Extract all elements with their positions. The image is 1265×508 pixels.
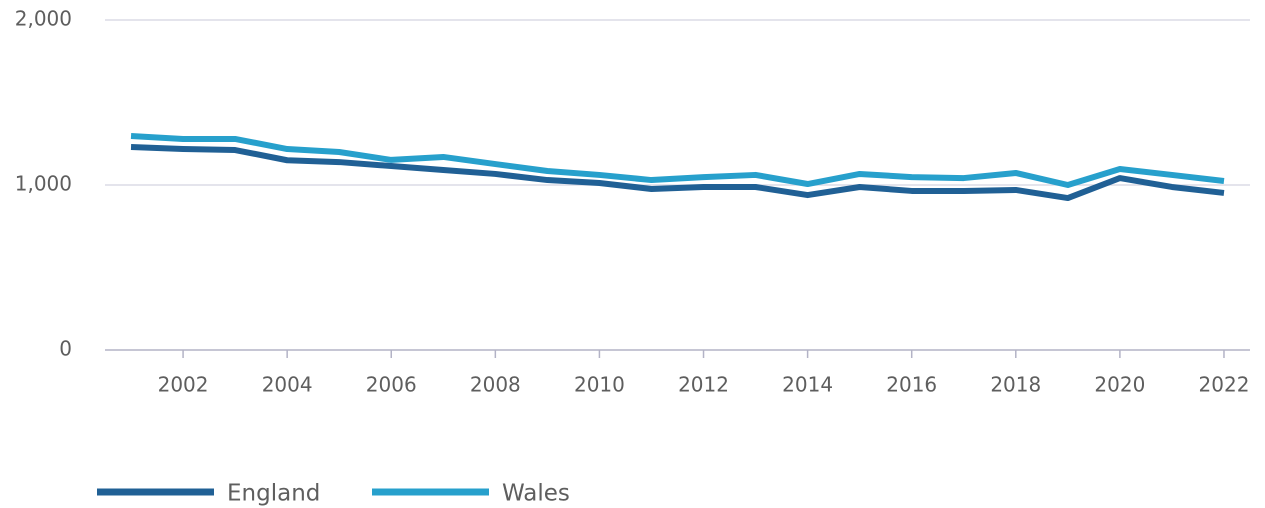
y-tick-label: 1,000 xyxy=(15,172,72,196)
x-tick-label: 2002 xyxy=(158,373,209,397)
x-tick-label: 2004 xyxy=(262,373,313,397)
x-tick-label: 2008 xyxy=(470,373,521,397)
line-series xyxy=(130,132,1225,188)
x-tick-label: 2010 xyxy=(574,373,625,397)
x-tick-label: 2014 xyxy=(782,373,833,397)
x-tick-label: 2016 xyxy=(886,373,937,397)
legend-label: England xyxy=(227,481,320,507)
y-tick-label: 0 xyxy=(59,337,72,361)
y-tick-label: 2,000 xyxy=(15,7,72,31)
x-tick-label: 2018 xyxy=(990,373,1041,397)
x-tick-label: 2012 xyxy=(678,373,729,397)
line-series xyxy=(130,144,1225,202)
x-tick-label: 2020 xyxy=(1094,373,1145,397)
x-tick-label: 2006 xyxy=(366,373,417,397)
legend-label: Wales xyxy=(502,481,570,507)
x-tick-label: 2022 xyxy=(1199,373,1250,397)
